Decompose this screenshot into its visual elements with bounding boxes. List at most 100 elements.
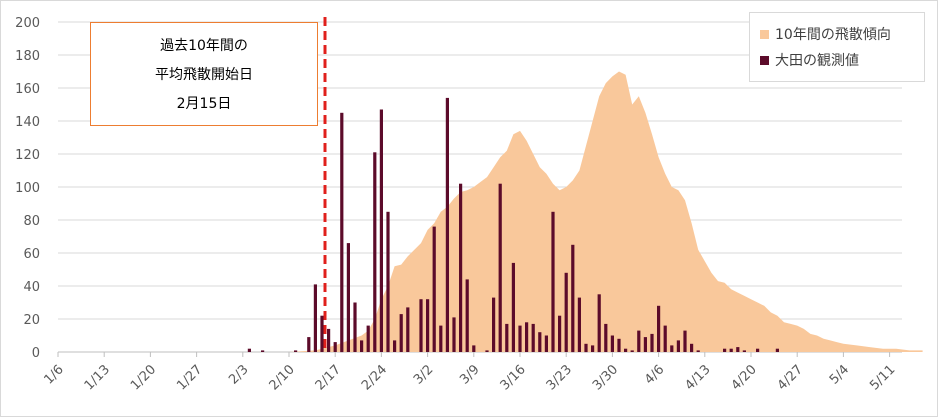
observed-bar [690, 343, 694, 353]
observed-bar [525, 322, 529, 352]
legend: 10年間の飛散傾向 大田の観測値 [749, 12, 925, 82]
observed-bar [551, 211, 555, 353]
observed-bar [637, 330, 641, 352]
observed-bar [742, 350, 746, 352]
observed-bar [399, 314, 403, 352]
annotation-line-3: 2月15日 [176, 96, 232, 112]
observed-bar [307, 337, 311, 352]
observed-bar [360, 340, 364, 352]
observed-bar [630, 350, 634, 352]
trend-area-layer [58, 71, 923, 352]
x-tick-label: 4/13 [682, 362, 713, 393]
observed-bar [531, 323, 535, 352]
observed-bar [261, 350, 265, 352]
observed-bar [327, 328, 331, 352]
observed-bar [775, 348, 779, 352]
observed-bar [452, 317, 456, 352]
annotation-line-1: 過去10年間の [160, 38, 248, 54]
observed-bar [498, 183, 502, 352]
observed-bar [419, 299, 423, 352]
observed-bar [406, 307, 410, 352]
x-tick-label: 2/10 [267, 362, 298, 393]
x-tick-label: 1/13 [82, 362, 113, 393]
observed-bar [346, 243, 350, 352]
observed-bar [538, 332, 542, 352]
legend-label-trend: 10年間の飛散傾向 [775, 27, 891, 43]
observed-bar [564, 272, 568, 352]
x-tick-label: 1/20 [128, 362, 159, 393]
x-tick-label: 5/11 [867, 362, 898, 393]
x-tick-label: 2/17 [313, 362, 344, 393]
observed-bar [386, 211, 390, 353]
observed-bar [340, 112, 344, 353]
observed-bar [465, 279, 469, 352]
y-tick-label: 180 [15, 49, 40, 64]
observed-bar [756, 348, 760, 352]
x-tick-label: 3/9 [457, 362, 482, 387]
observed-bar [591, 345, 595, 352]
y-tick-label: 160 [15, 82, 40, 97]
x-tick-label: 5/4 [827, 362, 852, 387]
observed-bar [610, 335, 614, 352]
y-tick-label: 100 [15, 181, 40, 196]
x-tick-label: 3/30 [590, 362, 621, 393]
observed-bar [577, 297, 581, 352]
observed-bar [459, 183, 463, 352]
observed-bar [604, 323, 608, 352]
observed-bar [643, 337, 647, 352]
observed-bar [432, 226, 436, 352]
observed-bar [518, 325, 522, 352]
x-tick-label: 3/2 [411, 362, 436, 387]
observed-bar [366, 325, 370, 352]
observed-bar [353, 302, 357, 352]
observed-bar [379, 109, 383, 352]
observed-bar [544, 335, 548, 352]
observed-bar [505, 323, 509, 352]
observed-bar [657, 305, 661, 352]
y-tick-label: 120 [15, 148, 40, 163]
legend-item-trend: 10年間の飛散傾向 [760, 21, 914, 47]
observed-bar [670, 345, 674, 352]
x-tick-label: 3/16 [498, 362, 529, 393]
x-tick-label: 2/24 [359, 362, 390, 393]
observed-bar [313, 284, 317, 352]
observed-bar [617, 338, 621, 352]
observed-bar [393, 340, 397, 352]
observed-bar [729, 348, 733, 352]
observed-bar [445, 97, 449, 353]
observed-bar [696, 350, 700, 352]
legend-swatch-trend [760, 29, 769, 39]
observed-bar [723, 348, 727, 352]
observed-bar [736, 347, 740, 352]
observed-bar [426, 299, 430, 352]
legend-label-observed: 大田の観測値 [775, 53, 859, 69]
x-tick-label: 4/20 [729, 362, 760, 393]
y-axis-tick-labels: 0 20 40 60 80 100 120 140 160 180 200 [15, 16, 40, 361]
observed-bar [683, 330, 687, 352]
y-tick-label: 20 [23, 313, 40, 328]
observed-bar [294, 350, 298, 352]
y-tick-label: 40 [23, 280, 40, 295]
observed-bar [320, 315, 324, 352]
observed-bar [472, 345, 476, 352]
observed-bar [624, 348, 628, 352]
x-tick-label: 1/27 [174, 362, 205, 393]
observed-bar [373, 152, 377, 352]
observed-bar [571, 244, 575, 353]
annotation-line-2: 平均飛散開始日 [155, 67, 253, 83]
observed-bar [676, 340, 680, 352]
x-tick-label: 1/6 [41, 362, 66, 387]
observed-bar [485, 350, 489, 352]
start-date-annotation: 過去10年間の 平均飛散開始日 2月15日 [90, 22, 318, 126]
observed-bar [584, 343, 588, 353]
observed-bar [650, 333, 654, 352]
observed-bars-layer [247, 97, 779, 353]
y-tick-label: 200 [15, 16, 40, 31]
y-tick-label: 140 [15, 115, 40, 130]
x-tick-label: 4/27 [775, 362, 806, 393]
observed-bar [492, 297, 496, 352]
observed-bar [333, 342, 337, 352]
y-tick-label: 80 [23, 214, 40, 229]
observed-bar [247, 348, 251, 352]
legend-swatch-observed [760, 55, 769, 65]
